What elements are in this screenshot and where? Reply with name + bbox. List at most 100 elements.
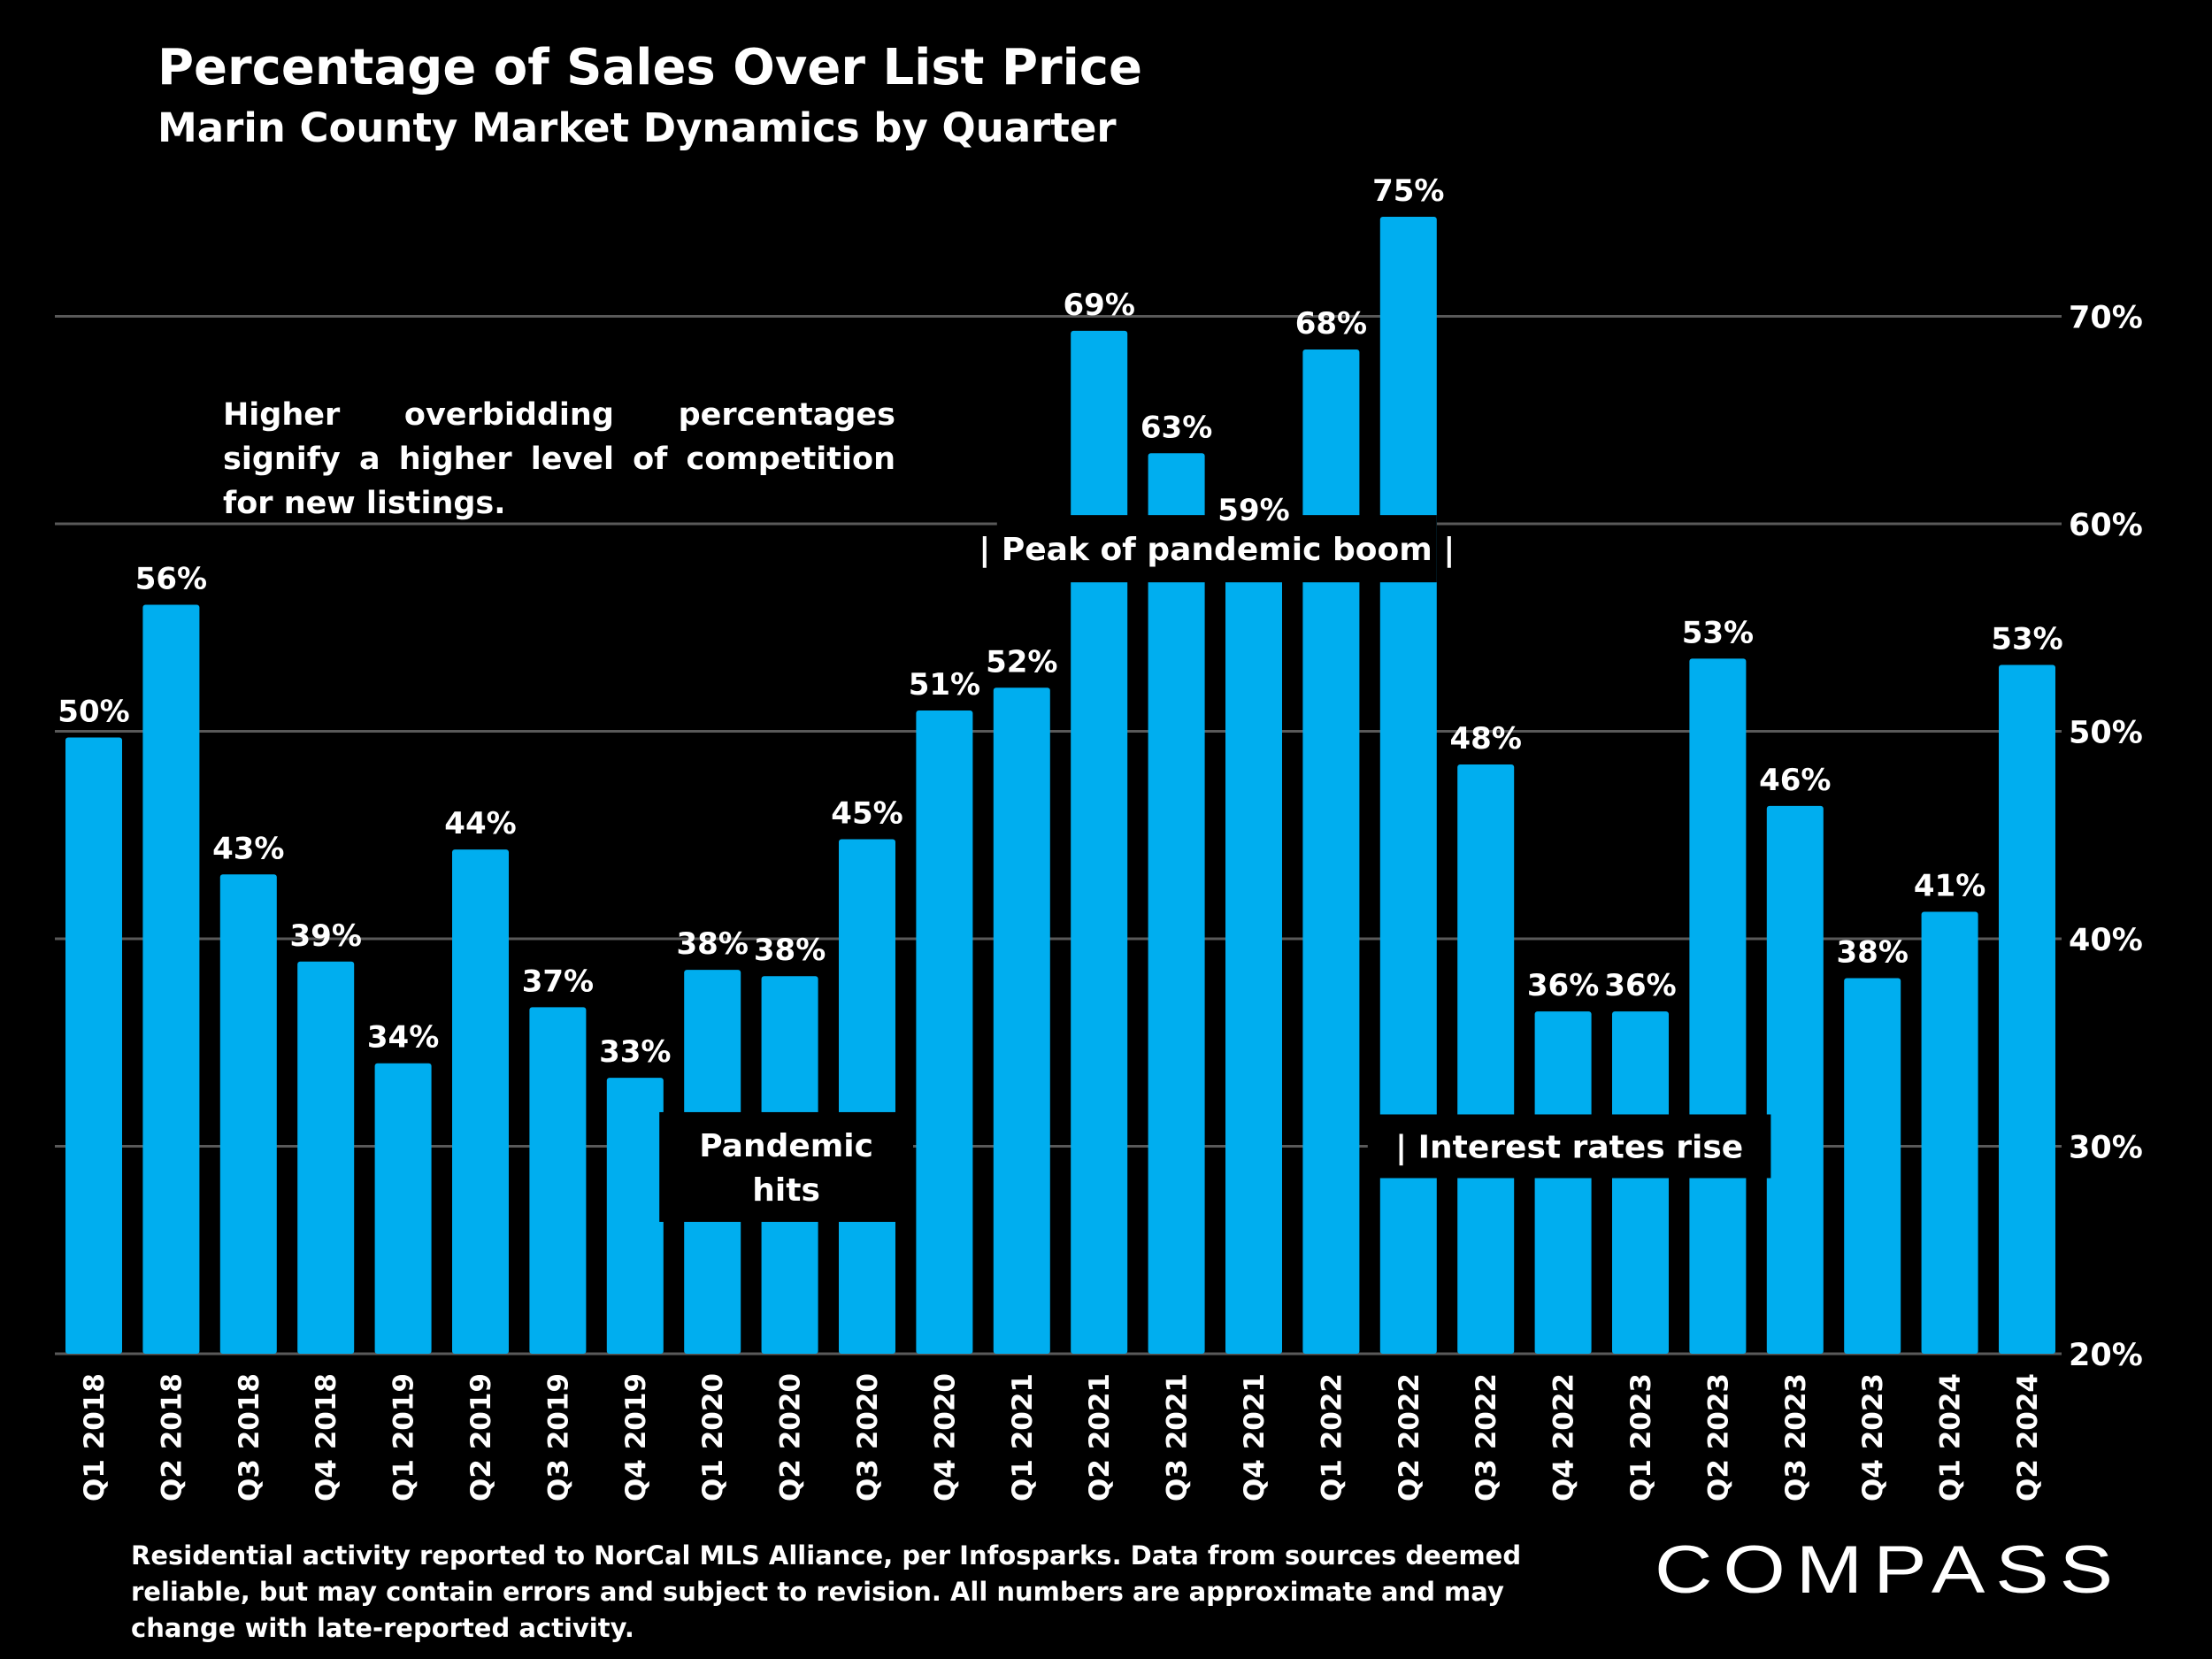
y-tick-label: 30% [2069, 1131, 2143, 1166]
data-label: 46% [1759, 763, 1831, 798]
x-tick-label: Q4 2020 [929, 1373, 961, 1502]
bar [1457, 764, 1515, 1354]
bar [1302, 349, 1360, 1354]
bar [1225, 536, 1282, 1354]
data-labels: 50%56%43%39%34%44%37%33%38% 38%45%51%52%6… [58, 173, 2062, 1070]
data-label: 45% [831, 795, 902, 831]
x-tick-label: Q1 2018 [79, 1373, 111, 1502]
x-tick-label: Q3 2019 [542, 1373, 574, 1502]
bar [142, 604, 200, 1354]
x-tick-label: Q4 2021 [1239, 1373, 1271, 1502]
annotation: | Interest rates rise [1367, 1114, 1771, 1179]
data-label: 43% [212, 831, 284, 866]
compass-logo: COMPASS [1655, 1532, 2124, 1608]
x-tick-label: Q2 2018 [156, 1373, 188, 1502]
x-tick-label: Q1 2024 [1935, 1373, 1967, 1502]
x-tick-label: Q2 2024 [2012, 1373, 2044, 1502]
annotation-text: hits [752, 1172, 820, 1209]
data-label: 38% [1837, 935, 1909, 971]
y-tick-label: 50% [2069, 716, 2143, 751]
x-tick-label: Q3 2020 [852, 1373, 884, 1502]
data-label: 41% [1914, 869, 1985, 904]
y-tick-label: 20% [2069, 1338, 2143, 1373]
data-label: 53% [1991, 621, 2062, 657]
bar [219, 874, 277, 1354]
annotation-box [996, 515, 1437, 583]
bar [297, 961, 355, 1354]
x-tick-label: Q1 2020 [697, 1373, 729, 1502]
data-label: 36% [1604, 968, 1676, 1003]
x-tick-label: Q1 2019 [388, 1373, 420, 1502]
data-label: 53% [1682, 615, 1754, 650]
bars [65, 216, 2055, 1355]
bar [1999, 664, 2055, 1354]
y-tick-label: 70% [2069, 301, 2143, 336]
chart-subtitle: Marin County Market Dynamics by Quarter [157, 104, 1117, 151]
x-tick-label: Q4 2023 [1857, 1373, 1889, 1502]
bar [1766, 805, 1824, 1354]
bar [1612, 1011, 1669, 1354]
x-tick-label: Q2 2023 [1702, 1373, 1734, 1502]
chart-title: Percentage of Sales Over List Price [157, 39, 1142, 96]
chart-note: Higher overbidding percentages signify a… [223, 397, 895, 521]
x-tick-label: Q4 2022 [1548, 1373, 1580, 1502]
annotations: | Peak of pandemic boom | Pandemic hits | I… [659, 515, 1771, 1222]
y-tick-label: 60% [2069, 508, 2143, 543]
data-label: 68% [1295, 306, 1367, 342]
y-tick-label: 40% [2069, 923, 2143, 958]
bar [374, 1063, 432, 1354]
data-label: 38% [754, 933, 826, 968]
data-label: 36% [1527, 968, 1599, 1003]
data-label: 75% [1372, 173, 1444, 209]
x-tick-label: Q3 2022 [1471, 1373, 1502, 1502]
source-note: Residential activity reported to NorCal … [131, 1540, 1522, 1643]
x-tick-label: Q3 2021 [1162, 1373, 1194, 1502]
data-label: 39% [290, 918, 362, 954]
x-tick-label: Q1 2021 [1007, 1373, 1039, 1502]
data-label: 34% [367, 1020, 439, 1056]
annotation-box [659, 1111, 913, 1222]
data-label: 63% [1141, 410, 1212, 445]
bar [839, 839, 895, 1354]
x-tick-label: Q2 2022 [1394, 1373, 1425, 1502]
x-axis: Q1 2018 Q2 2018 Q3 2018 Q4 2018 Q1 2019 Q2 20… [79, 1373, 2044, 1502]
bar [993, 687, 1050, 1354]
x-tick-label: Q2 2021 [1084, 1373, 1116, 1502]
data-label: 51% [909, 667, 980, 703]
x-tick-label: Q1 2023 [1625, 1373, 1657, 1502]
annotation: | Peak of pandemic boom | [979, 515, 1455, 583]
y-axis: 20% 30% 40% 50% 60% 70% [2069, 301, 2143, 1374]
bar [1071, 330, 1128, 1354]
annotation-text: | Peak of pandemic boom | [979, 532, 1455, 568]
data-label: 44% [444, 806, 516, 841]
x-tick-label: Q2 2019 [465, 1373, 497, 1502]
annotation: Pandemic hits [659, 1111, 913, 1222]
x-tick-label: Q4 2019 [620, 1373, 652, 1502]
bar [452, 849, 509, 1354]
data-label: 59% [1217, 493, 1289, 528]
bar [1921, 911, 1978, 1354]
data-label: 69% [1064, 288, 1135, 323]
x-tick-label: Q1 2022 [1316, 1373, 1348, 1502]
bar [1844, 978, 1901, 1354]
bar [529, 1007, 587, 1354]
bar [1379, 216, 1437, 1355]
x-tick-label: Q3 2023 [1780, 1373, 1812, 1502]
annotation-text: Pandemic [699, 1128, 873, 1164]
data-label: 50% [58, 695, 129, 730]
annotation-text: | Interest rates rise [1395, 1130, 1743, 1166]
data-label: 48% [1450, 721, 1522, 757]
data-label: 33% [599, 1034, 671, 1070]
data-label: 38% [677, 926, 749, 962]
data-label: 37% [522, 964, 594, 999]
x-tick-label: Q2 2020 [775, 1373, 807, 1502]
bar [606, 1078, 664, 1354]
logo-text: COMPASS [1655, 1532, 2124, 1608]
data-label: 52% [986, 644, 1057, 680]
bar [916, 710, 973, 1354]
bar [1148, 453, 1205, 1354]
bar [1534, 1011, 1592, 1354]
bar [65, 737, 122, 1354]
x-tick-label: Q3 2018 [234, 1373, 265, 1502]
